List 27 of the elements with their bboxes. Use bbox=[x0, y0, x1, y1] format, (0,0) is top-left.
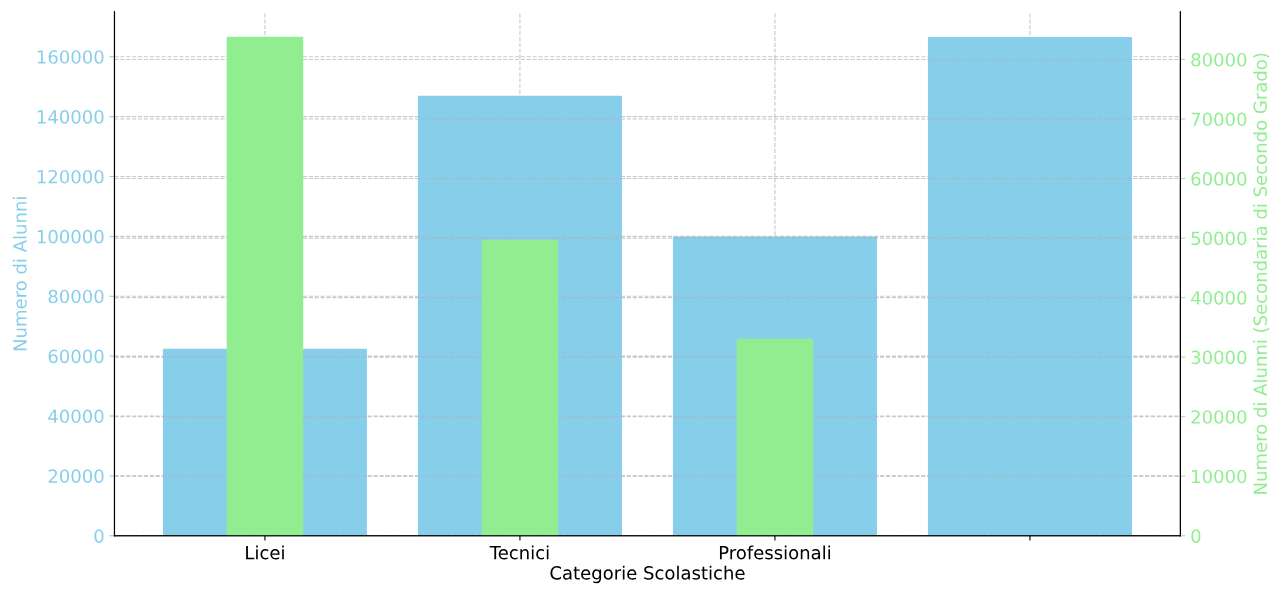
y2-tick-label: 60000 bbox=[1191, 172, 1247, 186]
bar bbox=[927, 36, 1132, 536]
y-tick-label: 40000 bbox=[48, 409, 104, 424]
y-tick-label: 80000 bbox=[48, 289, 104, 304]
y2-tick-label: 20000 bbox=[1191, 410, 1247, 424]
bar bbox=[481, 239, 559, 536]
x-tick-label: Licei bbox=[246, 545, 284, 560]
y2-tick-label: 70000 bbox=[1191, 112, 1247, 127]
x-axis-title: Categorie Scolastiche bbox=[550, 565, 745, 584]
y2-tick-label: 80000 bbox=[1191, 52, 1247, 67]
y2-tick-label: 40000 bbox=[1191, 291, 1247, 305]
y-axis-title: Numero di Alunni bbox=[12, 197, 27, 351]
y2-axis-title: Numero di Alunni (Secondaria di Secondo Grado) bbox=[1253, 53, 1270, 494]
y-tick-label: 140000 bbox=[37, 110, 104, 124]
y-tick-label: 60000 bbox=[48, 349, 104, 364]
y2-tick-label: 0 bbox=[1191, 529, 1201, 543]
y-tick-label: 100000 bbox=[37, 229, 104, 244]
x-tick-label: Tecnici bbox=[489, 545, 549, 560]
y2-tick-label: 10000 bbox=[1192, 469, 1247, 484]
y-tick-label: 120000 bbox=[37, 169, 104, 184]
y-tick-label: 160000 bbox=[37, 50, 104, 64]
y-tick-label: 20000 bbox=[48, 469, 104, 483]
x-tick-label: Professionali bbox=[719, 545, 831, 560]
y-tick-label: 0 bbox=[94, 529, 104, 543]
y2-tick-label: 30000 bbox=[1191, 350, 1247, 365]
bar bbox=[736, 338, 814, 536]
y2-tick-label: 50000 bbox=[1191, 231, 1247, 246]
